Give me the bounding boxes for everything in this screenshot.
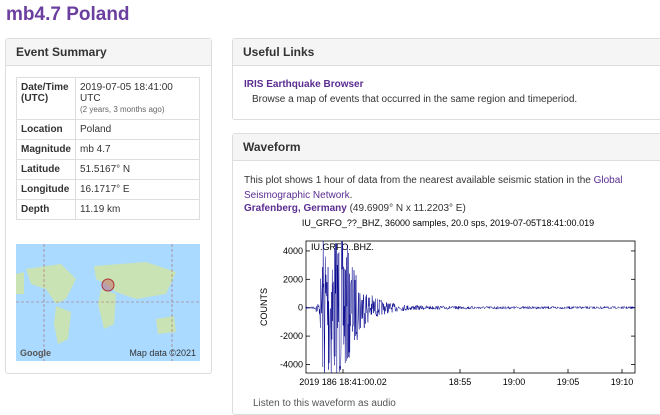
row-key: Location (16, 119, 76, 140)
value-text: 16.1717° E (80, 184, 130, 195)
summary-row: Depth 11.19 km (16, 199, 200, 220)
x-tick-label: 18:55 (449, 377, 472, 387)
x-tick-label: 19:10 (611, 377, 634, 387)
row-value: Poland (75, 119, 200, 140)
station[interactable]: Grafenberg, Germany (244, 203, 347, 214)
value-text: Poland (80, 124, 112, 135)
panel-header: Event Summary (6, 39, 211, 66)
coords: (49.6909° N x 11.2203° E) (349, 203, 466, 214)
value-text: 11.19 km (80, 204, 121, 215)
plot-title: IU_GRFO_??_BHZ, 36000 samples, 20.0 sps,… (302, 218, 594, 228)
value-text: 2019-07-05 18:41:00 UTC (80, 82, 173, 104)
intro-link[interactable]: Global Seismographic Network (244, 175, 623, 201)
waveform-panel: Waveform This plot shows 1 hour of data … (232, 133, 660, 415)
row-value: 2019-07-05 18:41:00 UTC (2 years, 3 month… (75, 77, 200, 120)
value-text: 51.5167° N (80, 164, 131, 175)
summary-table: Date/Time (UTC) 2019-07-05 18:41:00 UTC (2… (16, 77, 200, 220)
link-description: Browse a map of events that occurred in … (252, 94, 578, 105)
audio-link[interactable]: Listen to this waveform as audio (253, 398, 396, 409)
link[interactable]: IRIS Earthquake Browser (244, 79, 364, 90)
summary-row: Longitude 16.1717° E (16, 179, 200, 200)
station-line: Grafenberg, Germany (49.6909° N x 11.220… (244, 203, 466, 214)
row-value: mb 4.7 (75, 139, 200, 160)
waveform-plot: IU_GRFO_??_BHZ, 36000 samples, 20.0 sps,… (259, 218, 636, 387)
panel-header: Waveform (233, 134, 660, 161)
page: mb4.7 Poland Event Summary Date/Time (UT… (5, 4, 660, 415)
map-logo: Google (20, 348, 51, 358)
y-tick-label: 0 (298, 303, 303, 313)
y-tick-label: -4000 (280, 359, 303, 369)
trace (305, 240, 635, 374)
row-value: 11.19 km (75, 199, 200, 220)
x-tick-label: 19:05 (557, 377, 580, 387)
row-value: 16.1717° E (75, 179, 200, 200)
map-attribution: Map data ©2021 (129, 348, 196, 358)
map[interactable]: Google Map data ©2021 (16, 244, 200, 361)
summary-row: Date/Time (UTC) 2019-07-05 18:41:00 UTC (2… (16, 77, 200, 120)
row-key: Magnitude (16, 139, 76, 160)
summary-row: Latitude 51.5167° N (16, 159, 200, 180)
summary-row: Magnitude mb 4.7 (16, 139, 200, 160)
x-tick-label: 2019 186 18:41:00.02 (299, 377, 387, 387)
intro-end: . (349, 190, 353, 201)
y-tick-label: 2000 (283, 274, 303, 284)
y-tick-label: -2000 (280, 331, 303, 341)
value-text: mb 4.7 (80, 144, 111, 155)
summary-panel: Event Summary Date/Time (UTC) 2019-07-05 … (5, 38, 212, 374)
intro: This plot shows 1 hour of data from the … (244, 173, 644, 203)
summary-row: Location Poland (16, 119, 200, 140)
row-key: Depth (16, 199, 76, 220)
row-key: Longitude (16, 179, 76, 200)
row-value: 51.5167° N (75, 159, 200, 180)
links-panel: Useful Links IRIS Earthquake Browser Bro… (232, 38, 660, 120)
panel-header: Useful Links (233, 39, 660, 66)
x-tick-label: 19:00 (503, 377, 526, 387)
value-note: (2 years, 3 months ago) (80, 105, 165, 114)
intro-text: This plot shows 1 hour of data from the … (244, 175, 594, 186)
page-title: mb4.7 Poland (6, 4, 130, 25)
row-key: Date/Time (UTC) (16, 77, 76, 120)
row-key: Latitude (16, 159, 76, 180)
y-tick-label: 4000 (283, 246, 303, 256)
y-axis-label: COUNTS (259, 288, 269, 326)
